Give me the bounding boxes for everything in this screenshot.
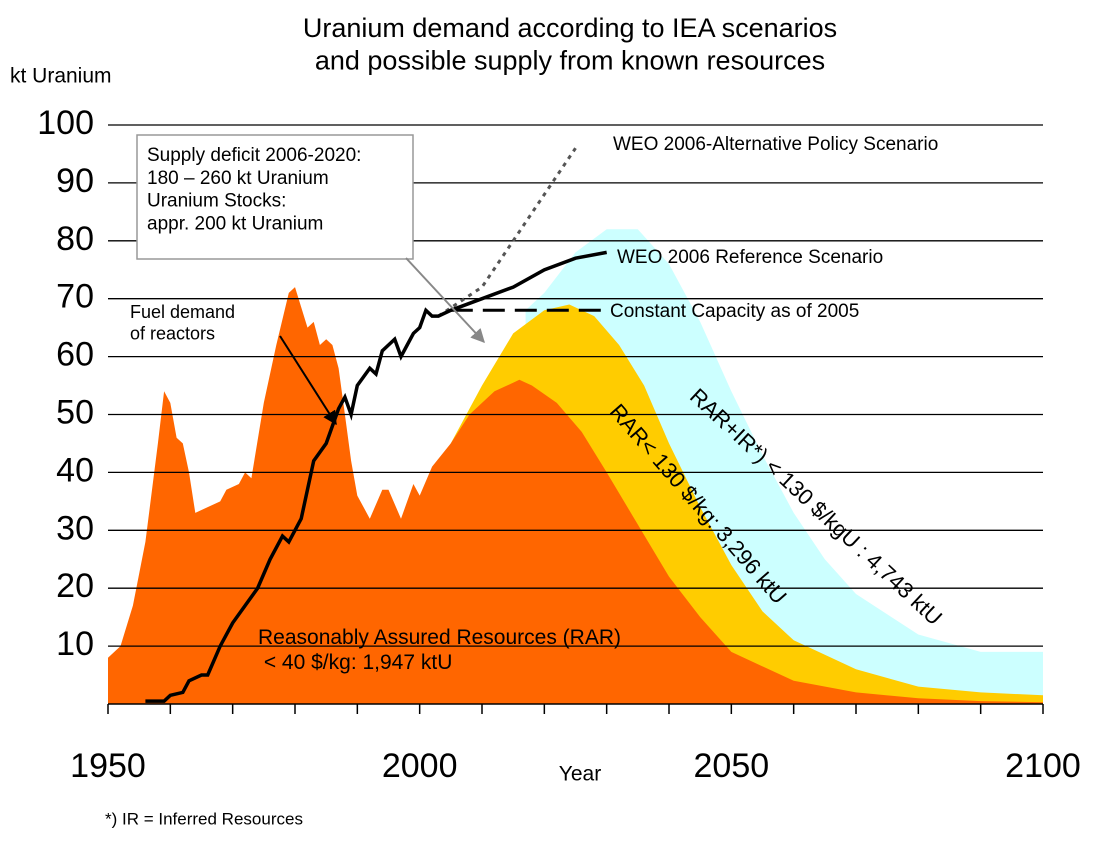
area [108, 287, 1043, 704]
series-label: Constant Capacity as of 2005 [610, 301, 859, 322]
x-tick-label: 2000 [382, 747, 458, 785]
annotation: Supply deficit 2006-2020: 180 – 260 kt Ur… [147, 145, 361, 234]
arrow [279, 335, 337, 426]
arrow [405, 257, 485, 344]
y-tick-label: 30 [56, 509, 94, 547]
x-tick-label: 2050 [694, 747, 770, 785]
y-tick-label: 80 [56, 220, 94, 258]
y-tick-label: 10 [56, 625, 94, 663]
series-label: Reasonably Assured Resources (RAR) < 40 … [258, 626, 621, 674]
x-tick-label: 1950 [70, 747, 146, 785]
annotation-box [136, 134, 414, 260]
y-tick-label: 20 [56, 567, 94, 605]
chart-title: Uranium demand according to IEA scenario… [303, 13, 837, 75]
line [437, 147, 577, 318]
y-tick-label: 50 [56, 393, 94, 431]
y-tick-label: 70 [56, 278, 94, 316]
y-axis-label: kt Uranium [10, 65, 112, 88]
line [145, 250, 608, 703]
series-label: WEO 2006 Reference Scenario [617, 247, 883, 268]
x-axis-label: Year [559, 763, 601, 786]
y-tick-label: 40 [56, 451, 94, 489]
series-label: WEO 2006-Alternative Policy Scenario [613, 134, 938, 155]
annotation: Fuel demand of reactors [130, 302, 235, 344]
footnote: *) IR = Inferred Resources [105, 809, 303, 828]
x-tick-label: 2100 [1005, 747, 1081, 785]
y-tick-label: 100 [37, 104, 94, 142]
y-tick-label: 60 [56, 336, 94, 374]
y-tick-label: 90 [56, 162, 94, 200]
